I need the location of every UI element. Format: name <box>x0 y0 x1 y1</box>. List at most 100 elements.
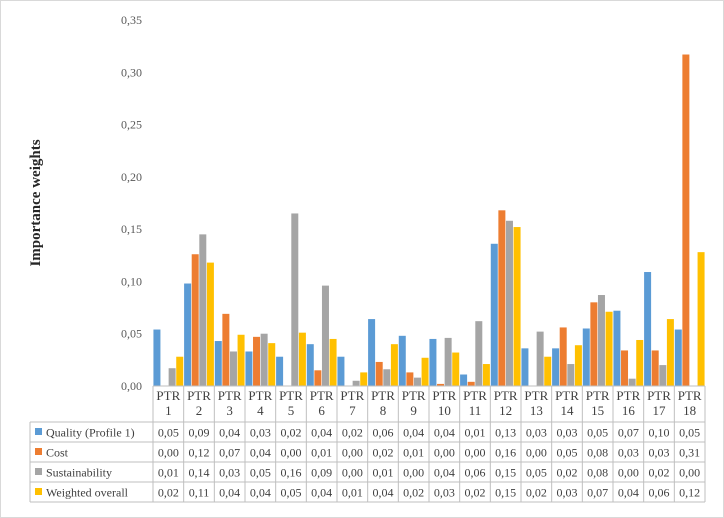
table-value: 0,01 <box>158 466 179 480</box>
x-tick-label: 18 <box>683 403 696 418</box>
x-tick-label: 12 <box>499 403 512 418</box>
table-value: 0,02 <box>649 466 670 480</box>
bar <box>260 333 268 386</box>
x-tick-label: PTR <box>524 388 548 403</box>
table-value: 0,01 <box>342 486 363 500</box>
bar <box>521 348 529 386</box>
table-value: 0,04 <box>311 486 332 500</box>
bar <box>337 356 345 386</box>
x-tick-label: 8 <box>380 403 387 418</box>
bar <box>222 313 230 386</box>
y-tick-label: 0,00 <box>121 379 142 393</box>
table-value: 0,03 <box>219 466 240 480</box>
bar <box>582 328 590 386</box>
bar <box>621 350 629 386</box>
table-value: 0,00 <box>465 446 486 460</box>
x-tick-label: PTR <box>371 388 395 403</box>
bar <box>329 338 337 386</box>
legend-swatch <box>35 448 42 455</box>
y-axis-ticks: 0,00 0,05 0,10 0,15 0,20 0,25 0,30 0,35 <box>121 13 142 393</box>
bar <box>552 348 560 386</box>
x-tick-label: PTR <box>678 388 702 403</box>
table-value: 0,04 <box>434 426 455 440</box>
table-value: 0,08 <box>587 446 608 460</box>
bar <box>490 243 498 386</box>
x-tick-label: 13 <box>530 403 543 418</box>
table-value: 0,04 <box>403 426 424 440</box>
bar <box>168 368 176 386</box>
table-value: 0,05 <box>679 426 700 440</box>
x-tick-label: 7 <box>349 403 356 418</box>
x-tick-label: 17 <box>653 403 667 418</box>
table-value: 0,12 <box>679 486 700 500</box>
bar <box>597 295 605 386</box>
bar <box>567 364 575 386</box>
table-value: 0,02 <box>403 486 424 500</box>
table-value: 0,02 <box>465 486 486 500</box>
table-value: 0,08 <box>587 466 608 480</box>
table-value: 0,03 <box>557 486 578 500</box>
table-value: 0,13 <box>495 426 516 440</box>
table-value: 0,04 <box>250 446 271 460</box>
bar <box>406 372 414 386</box>
bar <box>559 327 567 386</box>
x-tick-label: 9 <box>410 403 417 418</box>
x-tick-label: 10 <box>438 403 451 418</box>
table-value: 0,02 <box>526 486 547 500</box>
bar <box>682 54 690 386</box>
table-value: 0,00 <box>618 466 639 480</box>
table-value: 0,01 <box>311 446 332 460</box>
data-table: PTR1PTR2PTR3PTR4PTR5PTR6PTR7PTR8PTR9PTR1… <box>29 385 706 503</box>
legend-swatch <box>35 428 42 435</box>
table-value: 0,05 <box>557 446 578 460</box>
bar <box>237 334 245 386</box>
x-tick-label: PTR <box>279 388 303 403</box>
bar <box>452 352 460 386</box>
bar <box>421 357 429 386</box>
table-value: 0,06 <box>465 466 486 480</box>
table-value: 0,06 <box>373 426 394 440</box>
bar <box>628 378 636 386</box>
bar <box>536 331 544 386</box>
bar <box>153 329 161 386</box>
bar <box>199 234 207 386</box>
bar <box>659 365 667 386</box>
table-value: 0,00 <box>342 446 363 460</box>
bar <box>460 374 468 386</box>
bar <box>360 372 368 386</box>
legend-label: Weighted overall <box>46 486 129 500</box>
table-value: 0,02 <box>557 466 578 480</box>
bar <box>229 351 237 386</box>
table-value: 0,02 <box>342 426 363 440</box>
bar <box>184 283 192 386</box>
bar <box>390 344 398 386</box>
table-value: 0,00 <box>526 446 547 460</box>
bar <box>375 361 383 386</box>
legend-label: Sustainability <box>46 466 112 480</box>
table-value: 0,16 <box>495 446 516 460</box>
bar <box>191 254 199 386</box>
table-value: 0,02 <box>158 486 179 500</box>
bar <box>482 364 490 386</box>
legend-swatch <box>35 488 42 495</box>
table-value: 0,05 <box>158 426 179 440</box>
bar <box>590 302 598 386</box>
bar <box>306 344 314 386</box>
table-value: 0,07 <box>618 426 639 440</box>
x-tick-label: PTR <box>218 388 242 403</box>
x-tick-label: PTR <box>494 388 518 403</box>
x-tick-label: PTR <box>156 388 180 403</box>
bar <box>206 262 214 386</box>
bar <box>613 310 621 386</box>
legend-label: Quality (Profile 1) <box>46 426 135 440</box>
table-value: 0,03 <box>250 426 271 440</box>
bar <box>674 329 682 386</box>
x-tick-label: PTR <box>310 388 334 403</box>
x-tick-label: 5 <box>288 403 295 418</box>
y-tick-label: 0,20 <box>121 170 142 184</box>
bar <box>651 350 659 386</box>
bar <box>253 336 261 386</box>
bar <box>467 381 475 386</box>
bar <box>291 213 299 386</box>
table-value: 0,31 <box>679 446 700 460</box>
